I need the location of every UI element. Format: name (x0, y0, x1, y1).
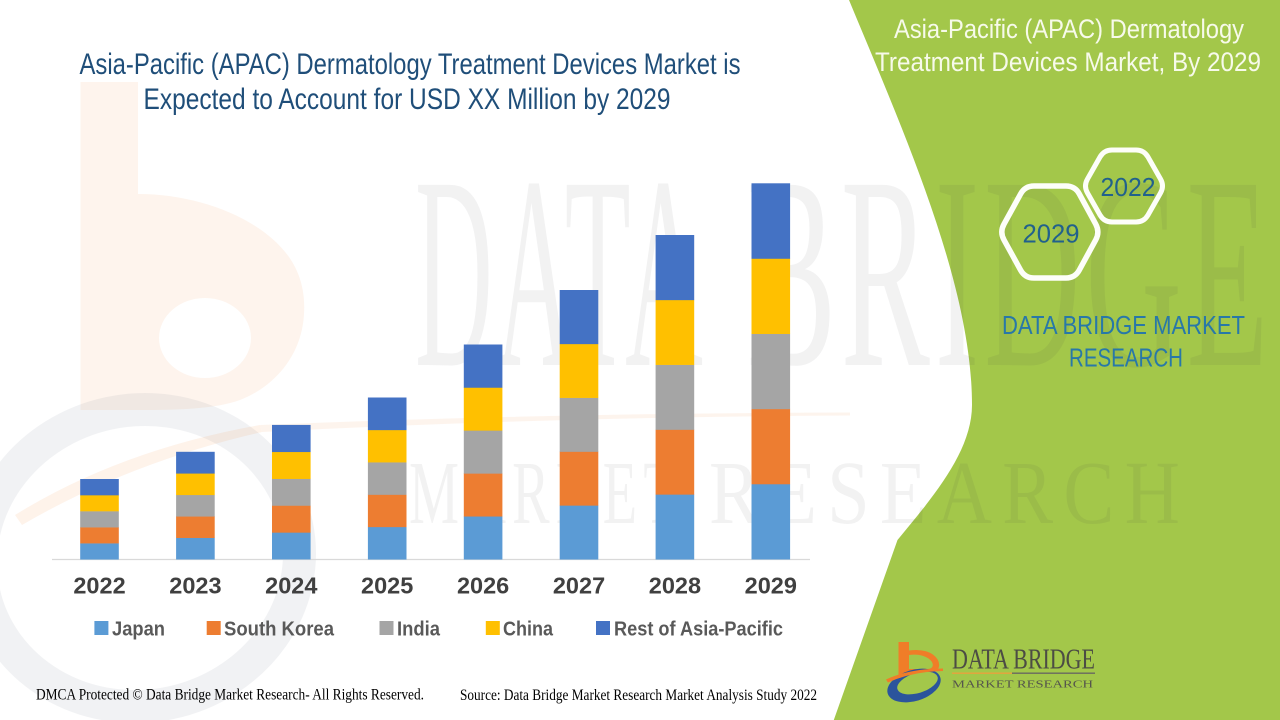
svg-text:RESEARCH: RESEARCH (1069, 343, 1183, 373)
svg-text:2029: 2029 (745, 573, 797, 599)
svg-text:DATA BRIDGE MARKET: DATA BRIDGE MARKET (1002, 310, 1245, 340)
svg-text:Expected to Account for USD XX: Expected to Account for USD XX Million b… (144, 83, 671, 116)
svg-text:2029: 2029 (1023, 219, 1080, 249)
svg-text:2028: 2028 (649, 573, 701, 599)
svg-text:2022: 2022 (1101, 172, 1156, 202)
svg-text:Source: Data Bridge Market Res: Source: Data Bridge Market Research Mark… (460, 687, 817, 704)
svg-text:Treatment Devices Market, By 2: Treatment Devices Market, By 2029 (875, 47, 1261, 77)
svg-text:DMCA Protected © Data Bridge M: DMCA Protected © Data Bridge Market Rese… (36, 687, 424, 704)
svg-text:India: India (397, 619, 441, 641)
svg-text:2023: 2023 (169, 573, 221, 599)
svg-text:South Korea: South Korea (224, 619, 335, 641)
svg-text:2027: 2027 (553, 573, 605, 599)
svg-text:2022: 2022 (73, 573, 125, 599)
svg-text:Asia-Pacific (APAC) Dermatolog: Asia-Pacific (APAC) Dermatology (894, 14, 1244, 44)
svg-text:China: China (503, 619, 554, 641)
svg-text:Asia-Pacific (APAC) Dermatolog: Asia-Pacific (APAC) Dermatology Treatmen… (80, 48, 741, 81)
svg-text:MARKET: MARKET (409, 444, 684, 543)
svg-text:MARKET RESEARCH: MARKET RESEARCH (952, 679, 1093, 691)
svg-text:2024: 2024 (265, 573, 317, 599)
svg-text:Japan: Japan (112, 619, 165, 641)
svg-text:2026: 2026 (457, 573, 509, 599)
svg-text:Rest of Asia-Pacific: Rest of Asia-Pacific (614, 619, 783, 641)
svg-text:2025: 2025 (361, 573, 413, 599)
svg-text:BRIDGE: BRIDGE (747, 121, 1273, 425)
svg-text:DATA: DATA (415, 121, 706, 425)
svg-text:DATA BRIDGE: DATA BRIDGE (952, 645, 1095, 676)
